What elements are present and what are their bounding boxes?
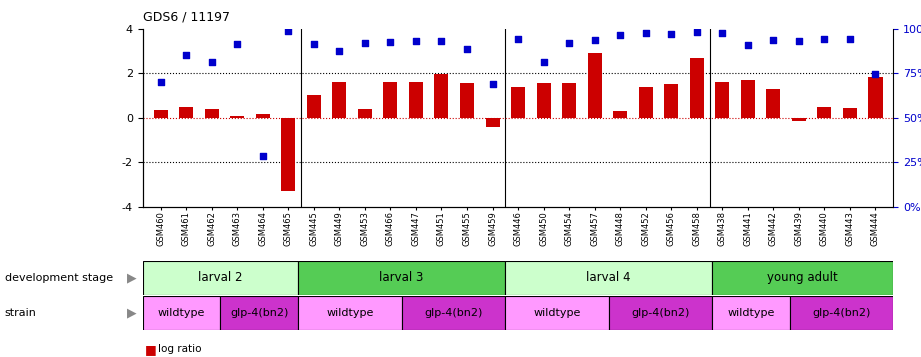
Bar: [712, 261, 893, 295]
Point: [255, 153, 270, 159]
Bar: [298, 296, 402, 330]
Point: [383, 39, 398, 45]
Text: ■: ■: [145, 343, 157, 356]
Bar: [409, 82, 423, 118]
Bar: [180, 107, 193, 118]
Point: [690, 29, 705, 35]
Bar: [485, 118, 499, 127]
Bar: [511, 86, 525, 118]
Bar: [220, 296, 298, 330]
Point: [307, 41, 321, 47]
Bar: [383, 82, 398, 118]
Bar: [505, 261, 712, 295]
Bar: [609, 296, 712, 330]
Bar: [766, 89, 780, 118]
Point: [357, 40, 372, 46]
Point: [612, 32, 627, 38]
Point: [204, 59, 219, 65]
Bar: [613, 111, 627, 118]
Point: [791, 38, 806, 44]
Point: [179, 52, 193, 58]
Bar: [332, 82, 346, 118]
Point: [869, 71, 883, 77]
Point: [843, 36, 857, 41]
Bar: [790, 296, 893, 330]
Point: [153, 79, 168, 85]
Point: [638, 30, 653, 36]
Point: [588, 37, 602, 42]
Point: [409, 38, 424, 44]
Bar: [690, 57, 704, 118]
Text: ▶: ▶: [127, 307, 136, 320]
Bar: [740, 80, 755, 118]
Point: [664, 31, 679, 37]
Bar: [460, 83, 474, 118]
Point: [766, 37, 781, 42]
Bar: [664, 84, 678, 118]
Text: glp-4(bn2): glp-4(bn2): [631, 308, 690, 318]
Bar: [435, 74, 449, 118]
Bar: [588, 53, 601, 118]
Point: [562, 40, 577, 46]
Point: [281, 28, 296, 34]
Bar: [712, 296, 790, 330]
Text: larval 3: larval 3: [379, 271, 424, 284]
Text: development stage: development stage: [5, 272, 112, 283]
Bar: [818, 107, 832, 118]
Text: ▶: ▶: [127, 271, 136, 284]
Point: [485, 81, 500, 87]
Bar: [307, 95, 321, 118]
Bar: [505, 296, 609, 330]
Text: glp-4(bn2): glp-4(bn2): [812, 308, 870, 318]
Text: young adult: young adult: [767, 271, 838, 284]
Text: glp-4(bn2): glp-4(bn2): [425, 308, 483, 318]
Text: wildtype: wildtype: [157, 308, 205, 318]
Point: [536, 59, 551, 65]
Text: larval 4: larval 4: [587, 271, 631, 284]
Text: GDS6 / 11197: GDS6 / 11197: [143, 10, 229, 23]
Text: larval 2: larval 2: [198, 271, 242, 284]
Bar: [358, 109, 372, 118]
Text: wildtype: wildtype: [728, 308, 775, 318]
Point: [817, 36, 832, 41]
Bar: [143, 261, 298, 295]
Point: [715, 30, 729, 36]
Text: wildtype: wildtype: [326, 308, 374, 318]
Text: strain: strain: [5, 308, 37, 318]
Bar: [562, 83, 577, 118]
Bar: [256, 115, 270, 118]
Bar: [402, 296, 505, 330]
Bar: [869, 76, 882, 118]
Bar: [143, 296, 220, 330]
Bar: [638, 86, 653, 118]
Bar: [537, 83, 551, 118]
Point: [230, 41, 245, 47]
Point: [511, 36, 526, 41]
Bar: [230, 116, 244, 118]
Bar: [204, 109, 218, 118]
Bar: [843, 108, 857, 118]
Bar: [792, 118, 806, 121]
Point: [460, 46, 474, 51]
Point: [434, 38, 449, 44]
Text: log ratio: log ratio: [158, 344, 202, 354]
Bar: [154, 110, 168, 118]
Bar: [298, 261, 505, 295]
Bar: [716, 82, 729, 118]
Text: glp-4(bn2): glp-4(bn2): [230, 308, 288, 318]
Point: [332, 48, 346, 54]
Text: wildtype: wildtype: [533, 308, 580, 318]
Point: [740, 42, 755, 48]
Bar: [281, 118, 296, 191]
